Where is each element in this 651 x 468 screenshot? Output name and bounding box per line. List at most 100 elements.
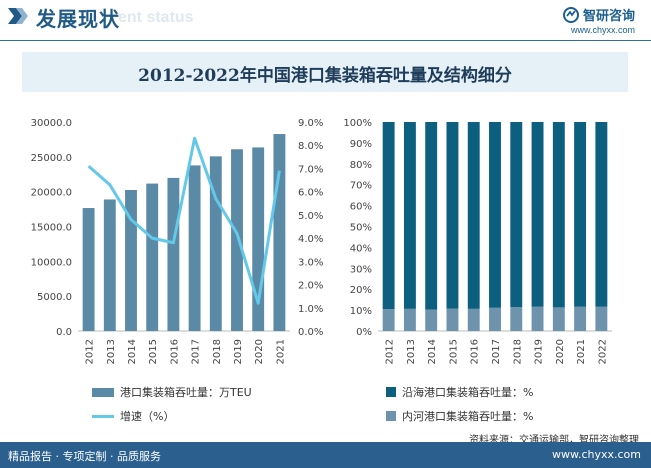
y-percent-tick-label: 10%	[350, 306, 372, 317]
inland-bar	[531, 306, 544, 331]
source-note: 资料来源：交通运输部，智研咨询整理	[469, 435, 639, 446]
header-watermark: ent status	[118, 9, 194, 26]
footer-url: www.chyxx.com	[551, 448, 641, 461]
throughput-bar	[146, 183, 159, 331]
x-tick-label: 2018	[212, 339, 223, 364]
x-tick-label: 2021	[275, 339, 286, 364]
chart-title: 2012-2022年中国港口集装箱吞吐量及结构细分	[138, 66, 512, 86]
inland-bar	[489, 307, 501, 331]
y-right-tick-label: 9.0%	[298, 118, 323, 129]
y-percent-tick-label: 70%	[350, 181, 372, 192]
y-left-tick-label: 25000.0	[31, 153, 72, 164]
footer-slogan: 精品报告 · 专项定制 · 品质服务	[8, 450, 161, 463]
inland-bar	[446, 308, 459, 331]
x-tick-label-right: 2013	[406, 339, 417, 364]
brand-url: www.chyxx.com	[570, 25, 635, 35]
x-tick-label-right: 2016	[470, 339, 481, 364]
header-mark-icon	[8, 8, 28, 24]
header-divider	[0, 40, 651, 41]
y-right-tick-label: 4.0%	[298, 234, 323, 245]
legend-label-growth: 增速（%）	[120, 410, 175, 423]
throughput-bar	[252, 147, 265, 331]
brand-logo: 智研咨询 www.chyxx.com	[562, 5, 635, 35]
y-left-tick-label: 10000.0	[31, 257, 72, 268]
coastal-bar	[403, 122, 416, 309]
y-left-tick-label: 0.0	[56, 327, 72, 338]
coastal-bar	[446, 122, 459, 309]
x-tick-label-right: 2018	[512, 339, 523, 364]
x-tick-label-right: 2015	[448, 339, 459, 364]
legend-inland: 内河港口集装箱吞吐量：%	[386, 408, 533, 424]
x-tick-label: 2013	[106, 339, 117, 364]
brand-logo-icon	[562, 6, 579, 23]
x-tick-label-right: 2022	[597, 339, 608, 364]
inland-bar	[510, 307, 523, 331]
legend-throughput: 港口集装箱吞吐量：万TEU	[92, 384, 252, 400]
y-percent-tick-label: 30%	[350, 264, 372, 275]
brand-name: 智研咨询	[582, 9, 635, 24]
x-tick-label-right: 2012	[385, 339, 396, 364]
inland-bar	[425, 309, 438, 331]
y-right-tick-label: 2.0%	[298, 281, 323, 292]
y-left-tick-label: 20000.0	[31, 188, 72, 199]
throughput-bar	[231, 149, 243, 331]
x-tick-label: 2017	[191, 339, 202, 364]
legend-label-coastal: 沿海港口集装箱吞吐量：%	[402, 386, 534, 399]
x-tick-label-right: 2020	[555, 339, 566, 364]
legend-label-throughput: 港口集装箱吞吐量：万TEU	[120, 386, 252, 399]
section-title: 发展现状	[36, 7, 120, 31]
y-right-tick-label: 5.0%	[298, 211, 323, 222]
y-percent-tick-label: 80%	[350, 160, 372, 171]
y-right-tick-label: 1.0%	[298, 304, 323, 315]
y-left-tick-label: 15000.0	[31, 223, 72, 234]
coastal-bar	[467, 122, 480, 309]
x-tick-label-right: 2021	[576, 339, 587, 364]
x-tick-label-right: 2019	[534, 339, 545, 364]
y-right-tick-label: 3.0%	[298, 257, 323, 268]
y-percent-tick-label: 90%	[350, 139, 372, 150]
y-percent-tick-label: 60%	[350, 202, 372, 213]
coastal-bar	[425, 122, 438, 310]
y-right-tick-label: 6.0%	[298, 188, 323, 199]
throughput-bar	[273, 134, 286, 331]
throughput-bar	[103, 199, 116, 331]
coastal-bar	[595, 122, 608, 307]
legend-swatch-growth	[92, 414, 114, 418]
legend-swatch-coastal	[386, 387, 396, 397]
coastal-bar	[489, 122, 501, 308]
footer-bar: 精品报告 · 专项定制 · 品质服务 www.chyxx.com	[0, 442, 651, 468]
inland-bar	[467, 308, 480, 331]
y-percent-tick-label: 100%	[343, 118, 372, 129]
y-right-tick-label: 8.0%	[298, 141, 323, 152]
header: ent status 发展现状 智研咨询 www.chyxx.com	[0, 0, 651, 41]
throughput-bar	[125, 189, 137, 331]
coastal-bar	[552, 122, 565, 308]
throughput-bar	[82, 208, 95, 331]
inland-bar	[382, 309, 395, 331]
y-left-tick-label: 30000.0	[31, 118, 72, 129]
y-right-tick-label: 0.0%	[298, 327, 323, 338]
x-tick-label: 2015	[148, 339, 159, 364]
growth-line	[87, 136, 281, 305]
legend-label-inland: 内河港口集装箱吞吐量：%	[402, 410, 534, 423]
y-percent-tick-label: 0%	[356, 327, 372, 338]
x-tick-label-right: 2014	[427, 339, 438, 364]
coastal-bar	[510, 122, 523, 308]
y-percent-tick-label: 50%	[350, 223, 372, 234]
x-tick-label: 2019	[233, 339, 244, 364]
throughput-bar	[188, 165, 201, 331]
inland-bar	[595, 306, 608, 331]
x-tick-label: 2012	[85, 339, 96, 364]
coastal-bar	[574, 122, 587, 307]
legend-coastal: 沿海港口集装箱吞吐量：%	[386, 384, 533, 400]
inland-bar	[574, 306, 587, 331]
legend-swatch-inland	[386, 411, 396, 421]
chart-title-box: 2012-2022年中国港口集装箱吞吐量及结构细分	[22, 52, 628, 92]
y-left-tick-label: 5000.0	[37, 292, 72, 303]
throughput-bar	[167, 177, 180, 331]
y-right-tick-label: 7.0%	[298, 164, 323, 175]
inland-bar	[552, 307, 565, 331]
x-tick-label: 2016	[169, 339, 180, 364]
inland-bar	[403, 308, 416, 331]
